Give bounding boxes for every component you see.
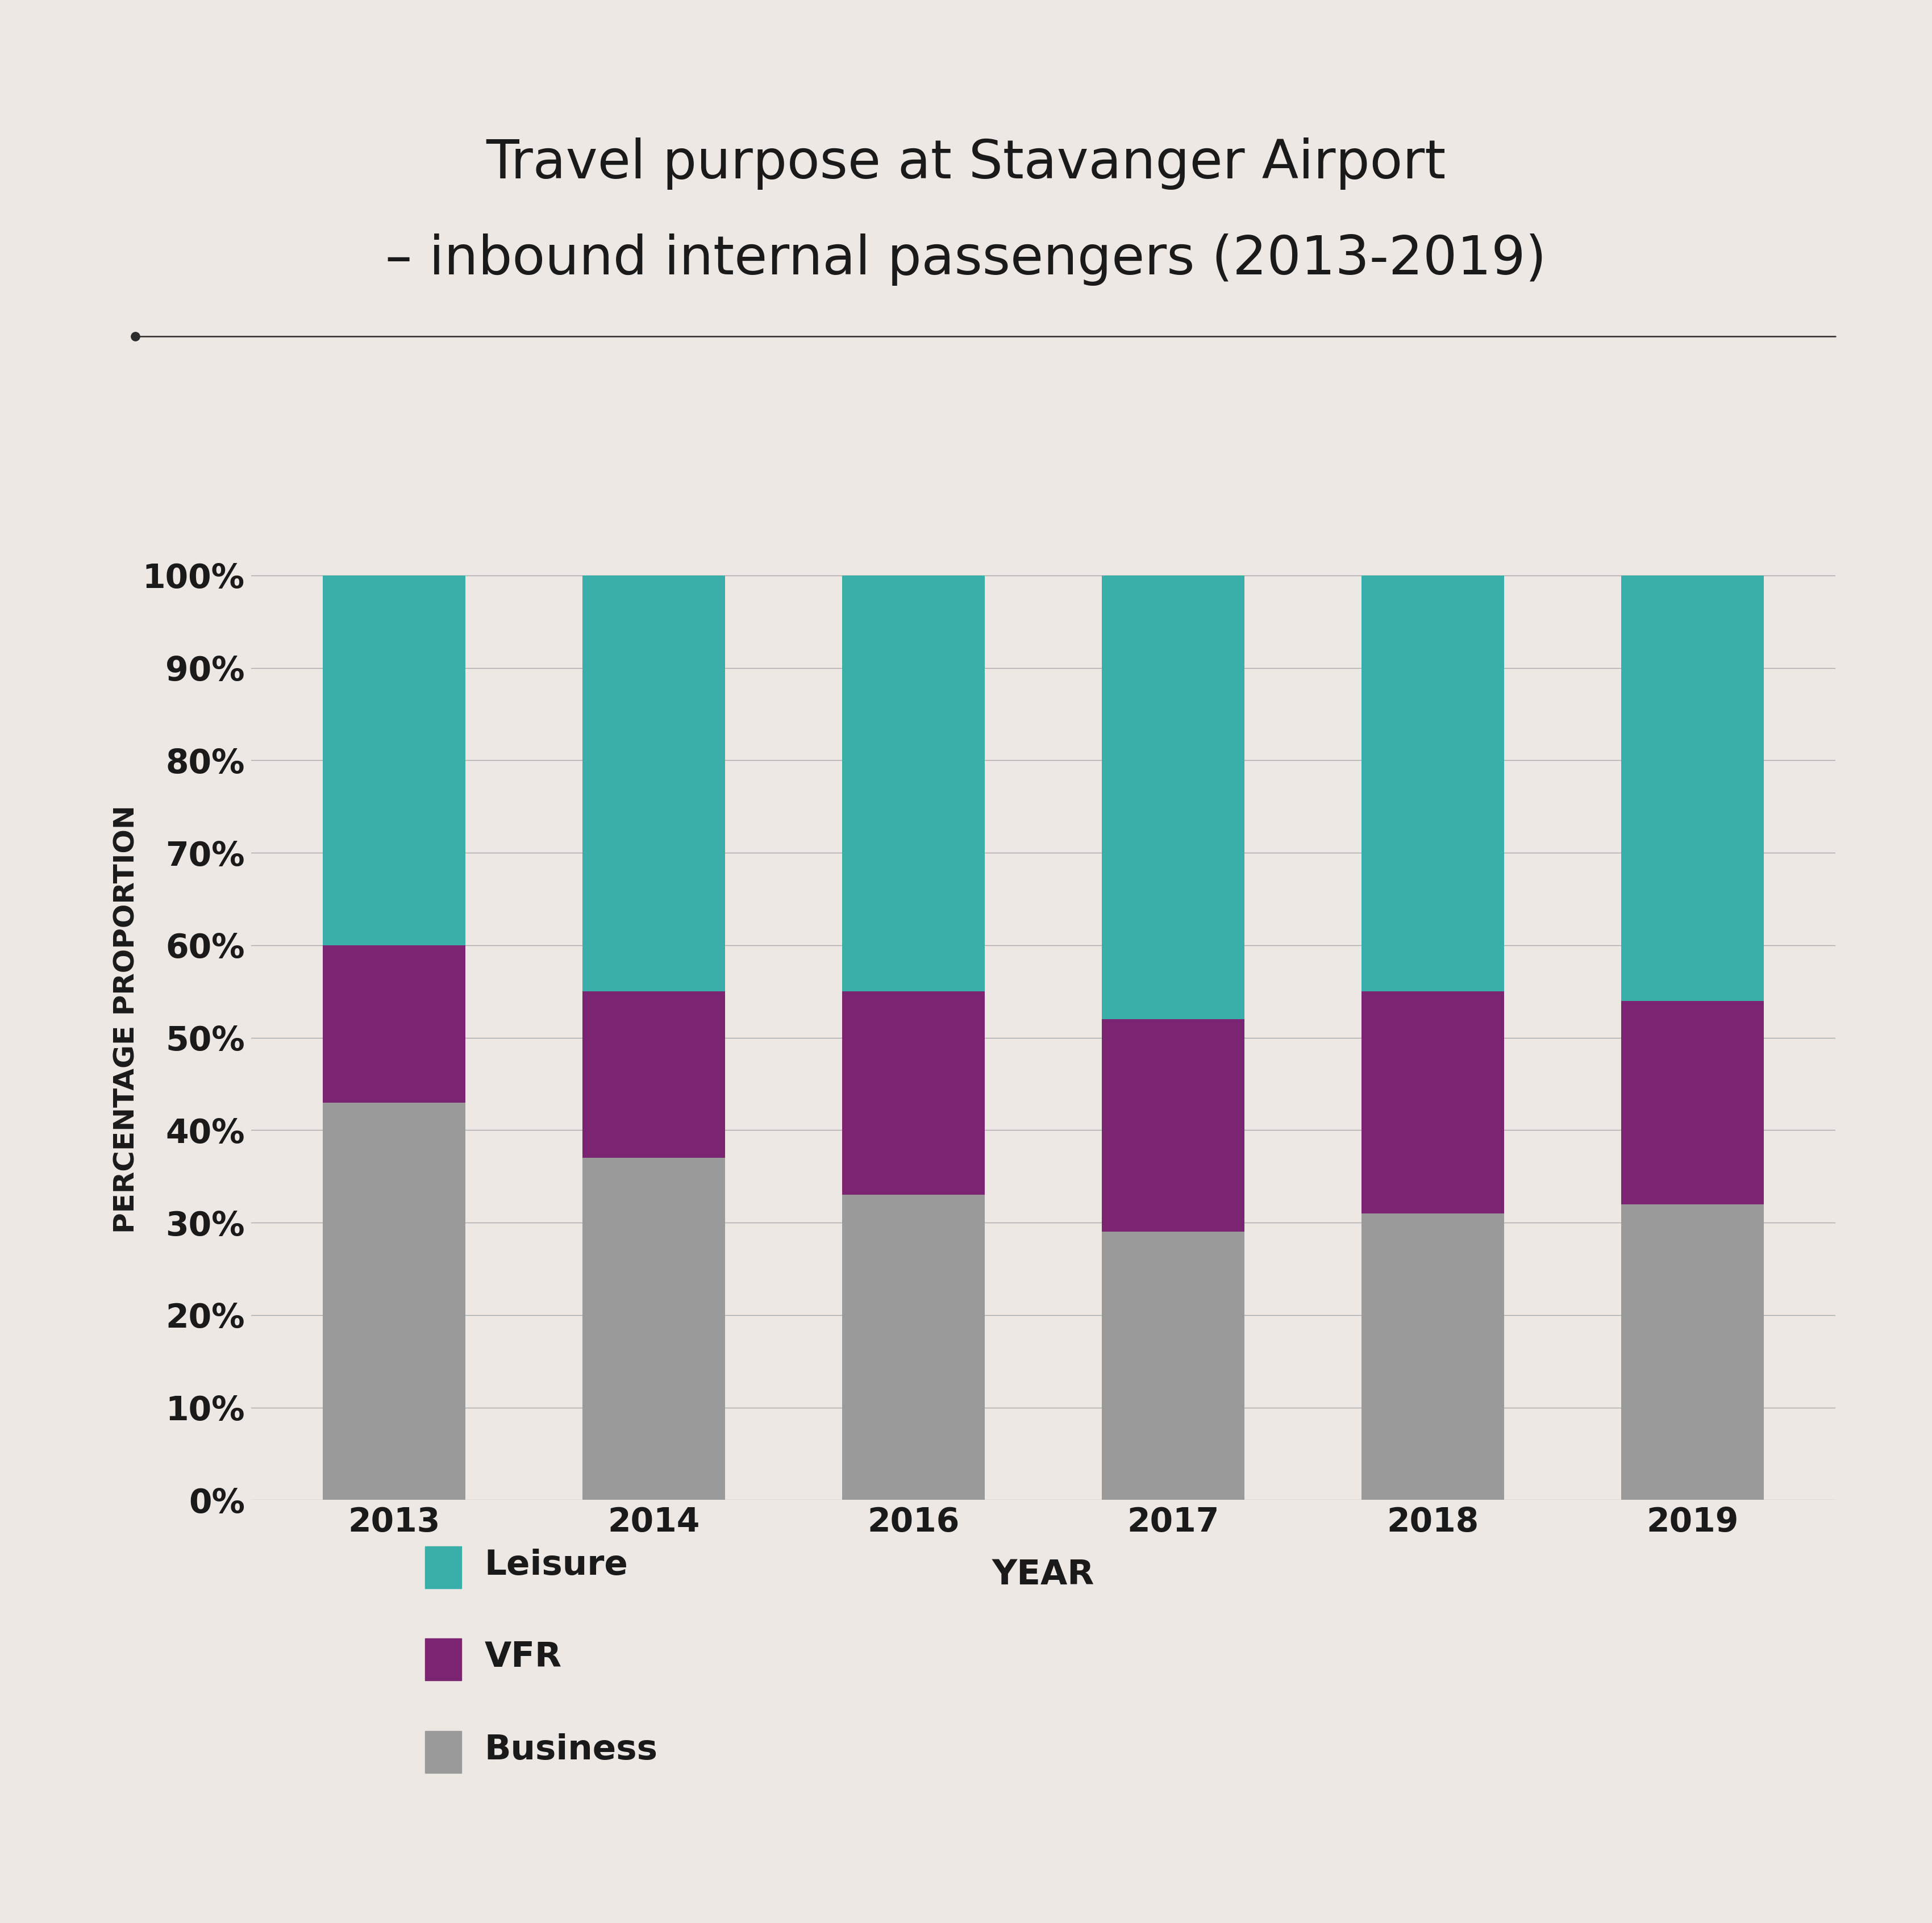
Bar <box>582 992 724 1158</box>
Text: VFR: VFR <box>485 1640 562 1675</box>
Bar <box>842 1194 985 1500</box>
Bar <box>1101 1019 1244 1233</box>
Bar <box>1621 575 1764 1000</box>
Bar <box>1362 992 1505 1213</box>
Text: Business: Business <box>485 1733 657 1767</box>
Bar <box>582 575 724 992</box>
Bar <box>1101 1233 1244 1500</box>
Bar <box>1621 1204 1764 1500</box>
Text: Leisure: Leisure <box>485 1548 628 1583</box>
Bar <box>1362 1213 1505 1500</box>
Text: Travel purpose at Stavanger Airport: Travel purpose at Stavanger Airport <box>487 137 1445 190</box>
Bar <box>323 575 466 946</box>
Bar <box>842 575 985 992</box>
Bar <box>842 992 985 1194</box>
Y-axis label: PERCENTAGE PROPORTION: PERCENTAGE PROPORTION <box>114 806 141 1233</box>
Bar <box>323 1102 466 1500</box>
Bar <box>323 946 466 1102</box>
Bar <box>1101 575 1244 1019</box>
Bar <box>1621 1000 1764 1204</box>
Bar <box>582 1158 724 1500</box>
Bar <box>1362 575 1505 992</box>
Text: – inbound internal passengers (2013-2019): – inbound internal passengers (2013-2019… <box>386 233 1546 287</box>
X-axis label: YEAR: YEAR <box>991 1558 1095 1592</box>
